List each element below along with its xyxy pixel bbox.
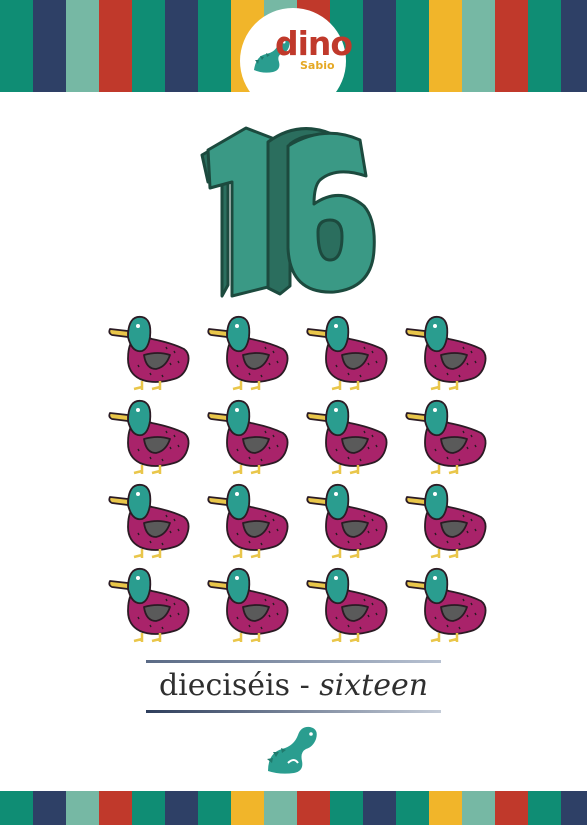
stripe: [99, 0, 132, 92]
stripe: [198, 0, 231, 92]
logo-subtitle: Sabio: [300, 59, 335, 72]
stripe: [396, 0, 429, 92]
stripe: [198, 791, 231, 825]
duck-icon: [203, 479, 302, 563]
stripe: [66, 791, 99, 825]
duck-icon: [104, 563, 203, 647]
stripe: [495, 0, 528, 92]
stripe: [99, 791, 132, 825]
duck-grid: [104, 311, 494, 647]
logo-wordmark: dino: [275, 24, 353, 63]
caption-separator: -: [290, 668, 320, 703]
stripe: [396, 791, 429, 825]
number-caption: dieciséis - sixteen: [0, 668, 587, 704]
stripe: [165, 791, 198, 825]
stripe: [66, 0, 99, 92]
stripe: [297, 791, 330, 825]
duck-icon: [401, 311, 500, 395]
duck-icon: [401, 563, 500, 647]
duck-icon: [104, 395, 203, 479]
stripe: [33, 0, 66, 92]
stripe: [363, 791, 396, 825]
stripe: [165, 0, 198, 92]
stripe: [561, 791, 587, 825]
stripe: [462, 0, 495, 92]
caption-english: sixteen: [319, 668, 429, 703]
stripe: [528, 0, 561, 92]
stripe: [462, 791, 495, 825]
duck-icon: [302, 563, 401, 647]
caption-spanish: dieciséis: [158, 668, 291, 703]
stripe: [528, 791, 561, 825]
duck-icon: [401, 479, 500, 563]
dinosaur-icon: [267, 726, 317, 774]
bottom-divider-line: [146, 710, 441, 713]
stripe: [330, 791, 363, 825]
duck-icon: [302, 479, 401, 563]
bottom-stripe-border: [0, 791, 587, 825]
top-divider-line: [146, 660, 441, 663]
stripe: [0, 0, 33, 92]
stripe: [429, 791, 462, 825]
number-sixteen-graphic: [200, 126, 376, 298]
duck-icon: [302, 311, 401, 395]
duck-icon: [203, 563, 302, 647]
stripe: [132, 0, 165, 92]
duck-icon: [104, 479, 203, 563]
duck-icon: [401, 395, 500, 479]
duck-icon: [104, 311, 203, 395]
stripe: [561, 0, 587, 92]
stripe: [132, 791, 165, 825]
stripe: [264, 791, 297, 825]
stripe: [363, 0, 396, 92]
stripe: [231, 791, 264, 825]
stripe: [429, 0, 462, 92]
stripe: [33, 791, 66, 825]
duck-icon: [302, 395, 401, 479]
stripe: [495, 791, 528, 825]
duck-icon: [203, 395, 302, 479]
dino-icon: [254, 38, 290, 73]
duck-icon: [203, 311, 302, 395]
stripe: [0, 791, 33, 825]
